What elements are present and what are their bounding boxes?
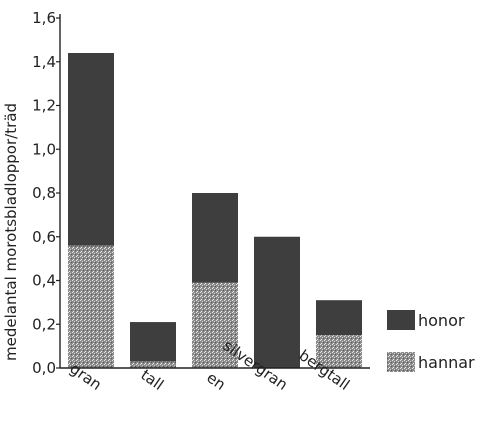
legend-label-hannar: hannar bbox=[418, 353, 475, 372]
bar-bergtall-hannar bbox=[316, 335, 362, 368]
y-tick-label: 0,8 bbox=[32, 184, 56, 202]
legend-swatch-honor bbox=[387, 310, 415, 330]
bar-tall-hannar bbox=[130, 361, 176, 368]
legend: honor hannar bbox=[387, 310, 475, 372]
y-tick-label: 0,4 bbox=[32, 272, 56, 290]
bar-silvergran-honor bbox=[254, 236, 300, 368]
y-tick-label: 1,6 bbox=[32, 9, 56, 27]
bar-tall-honor bbox=[130, 322, 176, 362]
y-tick-label: 1,2 bbox=[32, 97, 56, 115]
bar-gran-honor bbox=[68, 53, 114, 246]
y-tick-label: 0,6 bbox=[32, 228, 56, 246]
y-tick-label: 0,0 bbox=[32, 359, 56, 377]
x-tick-label: tall bbox=[137, 366, 167, 394]
bar-gran-hannar bbox=[68, 245, 114, 368]
y-tick-label: 1,4 bbox=[32, 53, 56, 71]
axes-group bbox=[56, 14, 370, 369]
legend-label-honor: honor bbox=[418, 311, 465, 330]
legend-swatch-hannar bbox=[387, 352, 415, 372]
y-tick-label: 1,0 bbox=[32, 140, 56, 158]
bar-en-honor bbox=[192, 193, 238, 283]
bar-bergtall-honor bbox=[316, 300, 362, 336]
y-axis-title: medelantal morotsbladloppor/träd bbox=[2, 103, 20, 361]
y-tick-label: 0,2 bbox=[32, 315, 56, 333]
bars-group bbox=[68, 53, 362, 368]
x-tick-label: en bbox=[203, 368, 229, 393]
bar-en-hannar bbox=[192, 282, 238, 368]
y-tick-labels: 0,0 0,2 0,4 0,6 0,8 1,0 1,2 1,4 1,6 bbox=[32, 9, 56, 377]
